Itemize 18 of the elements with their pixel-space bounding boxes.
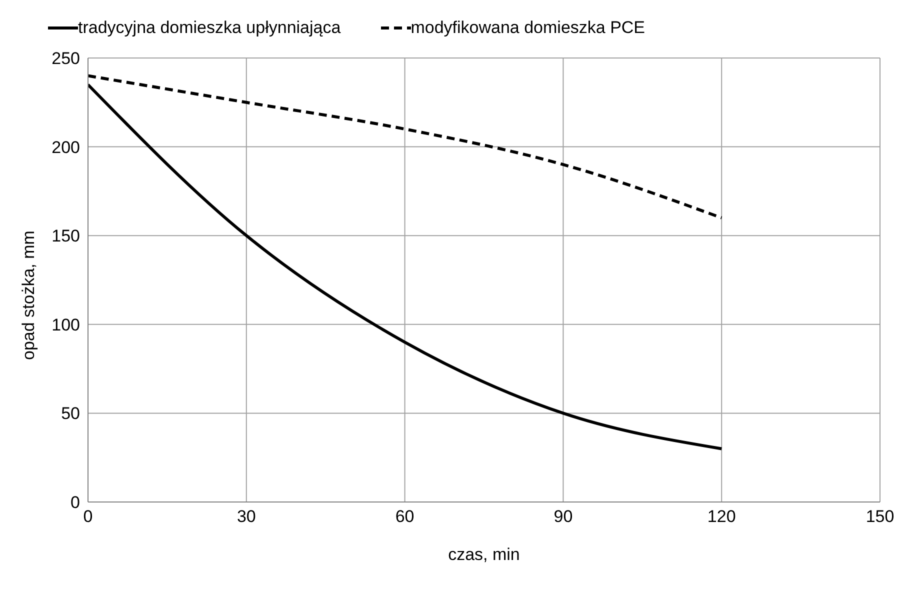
line-series: [88, 83, 724, 450]
x-tick-label: 120: [707, 507, 736, 526]
y-tick-label: 200: [52, 138, 80, 157]
x-tick-label: 30: [236, 507, 256, 526]
x-tick-label: 90: [554, 507, 573, 526]
x-tick-label: 0: [83, 507, 93, 526]
y-tick-label: 100: [52, 315, 80, 334]
y-axis-title: opad stożka, mm: [19, 230, 38, 360]
x-tick-label: 150: [866, 507, 894, 526]
legend-label: tradycyjna domieszka upłynniająca: [78, 18, 341, 38]
y-tick-label: 50: [61, 404, 80, 424]
y-tick-label: 250: [52, 49, 80, 68]
y-tick-label: 150: [52, 226, 80, 246]
x-tick-label: 60: [395, 507, 414, 526]
y-tick-label: 0: [70, 493, 80, 512]
line-series: [88, 74, 724, 220]
legend-label: modyfikowana domieszka PCE: [410, 18, 646, 38]
x-axis-title: czas, min: [448, 545, 520, 564]
